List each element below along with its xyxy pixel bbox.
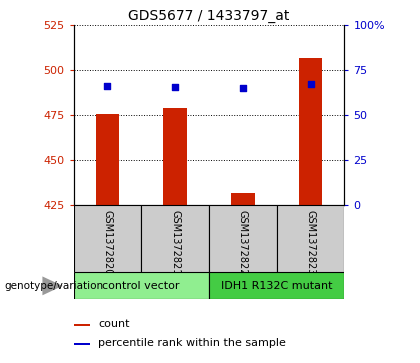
Bar [231,192,255,205]
Text: IDH1 R132C mutant: IDH1 R132C mutant [221,281,332,291]
Point [104,83,111,89]
Text: genotype/variation: genotype/variation [4,281,103,291]
Bar [74,343,90,345]
Bar [74,272,209,299]
Bar [74,324,90,326]
Text: GSM1372822: GSM1372822 [238,211,248,276]
Point [307,81,314,87]
Text: percentile rank within the sample: percentile rank within the sample [98,338,286,348]
Bar [163,108,187,205]
Text: GSM1372820: GSM1372820 [102,211,113,276]
Point [172,83,178,89]
Text: count: count [98,319,129,329]
Text: control vector: control vector [102,281,180,291]
Bar [299,58,323,205]
Bar [209,205,277,272]
Bar [95,114,119,205]
Bar [277,205,344,272]
Bar [209,272,344,299]
Bar [74,205,141,272]
Text: GSM1372823: GSM1372823 [305,211,315,276]
Text: GSM1372821: GSM1372821 [170,211,180,276]
Title: GDS5677 / 1433797_at: GDS5677 / 1433797_at [128,9,290,23]
Polygon shape [42,277,63,295]
Bar [141,205,209,272]
Point [239,85,246,91]
